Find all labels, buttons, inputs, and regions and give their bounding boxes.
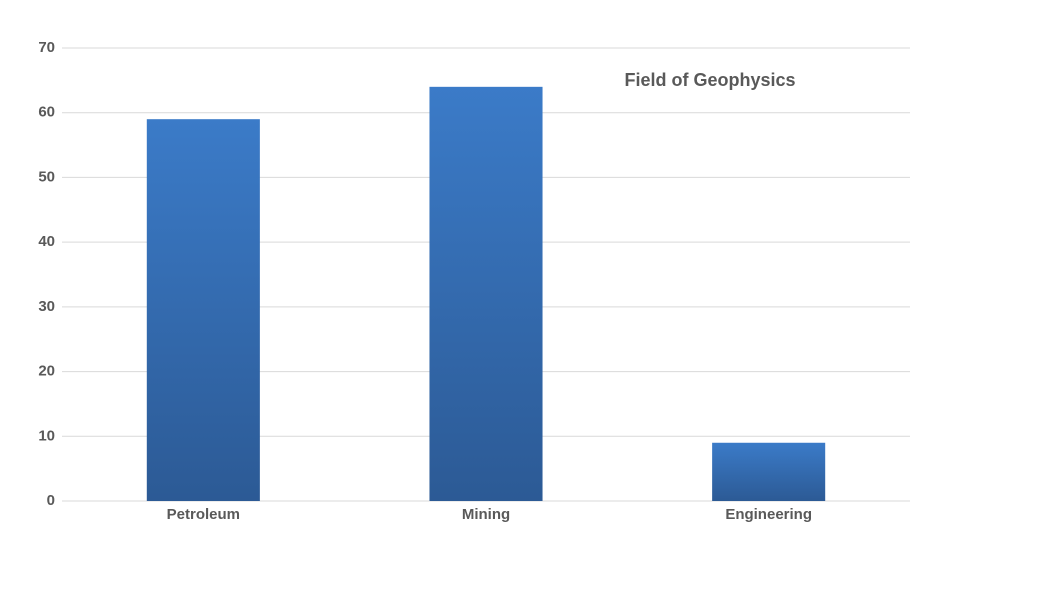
y-tick-label: 50	[38, 168, 55, 185]
x-tick-label: Petroleum	[167, 506, 240, 523]
y-tick-label: 10	[38, 427, 55, 444]
bar	[712, 442, 826, 501]
bar	[429, 86, 543, 501]
y-tick-label: 30	[38, 298, 55, 315]
y-tick-label: 40	[38, 233, 55, 250]
bar	[146, 119, 260, 501]
y-tick-label: 0	[47, 492, 55, 509]
y-tick-label: 70	[38, 39, 55, 56]
y-tick-label: 20	[38, 363, 55, 380]
chart-title: Field of Geophysics	[624, 70, 795, 90]
x-tick-label: Engineering	[725, 506, 812, 523]
x-tick-label: Mining	[462, 506, 510, 523]
y-tick-label: 60	[38, 104, 55, 121]
